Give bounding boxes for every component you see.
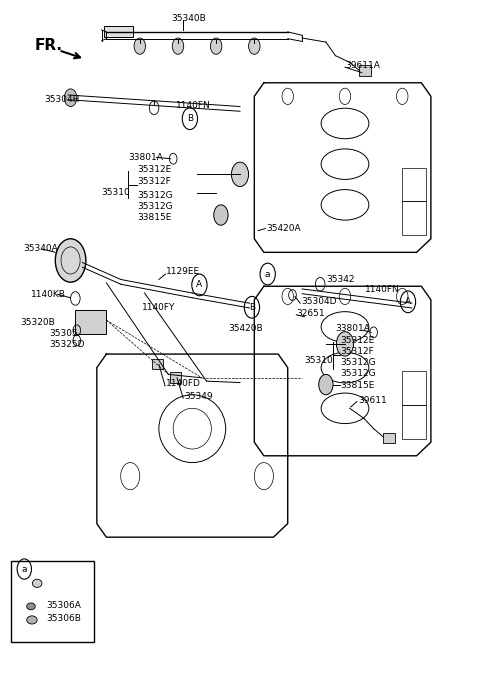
Circle shape (172, 38, 184, 54)
Text: 35312F: 35312F (340, 347, 374, 356)
Text: 33815E: 33815E (137, 213, 172, 222)
Circle shape (210, 38, 222, 54)
Text: 35304H: 35304H (44, 95, 80, 104)
Text: 1140KB: 1140KB (31, 290, 66, 299)
Text: 35312G: 35312G (137, 202, 173, 210)
Bar (402, 405, 426, 439)
Ellipse shape (27, 603, 35, 609)
Text: 35312E: 35312E (137, 165, 172, 174)
Bar (383, 432, 395, 443)
Text: B: B (187, 114, 193, 123)
Text: 35310: 35310 (304, 356, 333, 365)
Text: 1140FN: 1140FN (365, 285, 400, 294)
Text: 35306B: 35306B (47, 614, 82, 623)
Ellipse shape (27, 616, 37, 624)
Circle shape (55, 239, 86, 282)
Bar (360, 65, 371, 76)
Bar (75, 310, 107, 334)
Text: FR.: FR. (35, 38, 63, 53)
Text: B: B (249, 303, 255, 312)
Text: 1140FN: 1140FN (176, 101, 210, 110)
Text: 35312E: 35312E (340, 336, 374, 345)
Text: 35340A: 35340A (23, 244, 58, 253)
Text: 32651: 32651 (296, 309, 325, 318)
Bar (402, 202, 426, 236)
Text: 1129EE: 1129EE (166, 267, 200, 276)
Text: 33801A: 33801A (336, 324, 370, 334)
Bar (402, 168, 426, 202)
Text: 33815E: 33815E (340, 381, 374, 390)
Text: 33801A: 33801A (128, 153, 163, 162)
Text: 35305: 35305 (49, 329, 78, 338)
Bar (170, 373, 181, 383)
Text: 1140FD: 1140FD (166, 379, 201, 387)
Text: 35304D: 35304D (301, 298, 336, 306)
Bar (104, 27, 132, 37)
Text: 35320B: 35320B (21, 318, 55, 327)
Text: 35342: 35342 (326, 275, 354, 284)
Circle shape (231, 162, 249, 187)
Text: a: a (265, 270, 270, 279)
Circle shape (64, 89, 77, 106)
Circle shape (336, 332, 354, 356)
Text: 39611: 39611 (358, 396, 386, 405)
Text: 35312G: 35312G (340, 358, 376, 367)
Text: A: A (405, 298, 411, 306)
Ellipse shape (33, 580, 42, 588)
Text: 35349: 35349 (184, 392, 213, 401)
Circle shape (319, 375, 333, 395)
Circle shape (214, 205, 228, 225)
Text: A: A (196, 281, 203, 289)
Circle shape (249, 38, 260, 54)
Text: 35306A: 35306A (47, 601, 82, 609)
Text: 35312G: 35312G (137, 191, 173, 200)
Text: a: a (22, 565, 27, 573)
Text: 35420B: 35420B (228, 324, 263, 334)
Bar (11, 561, 95, 642)
Text: 35310: 35310 (102, 188, 131, 197)
Text: 35340B: 35340B (171, 14, 205, 23)
Text: 35420A: 35420A (266, 224, 301, 233)
Text: 39611A: 39611A (345, 61, 380, 70)
Text: 35312G: 35312G (340, 369, 376, 378)
Text: 35312F: 35312F (137, 176, 171, 186)
Circle shape (134, 38, 145, 54)
Bar (402, 371, 426, 405)
Text: 1140FY: 1140FY (142, 304, 176, 313)
Bar (152, 359, 163, 369)
Text: 35325D: 35325D (49, 340, 84, 349)
